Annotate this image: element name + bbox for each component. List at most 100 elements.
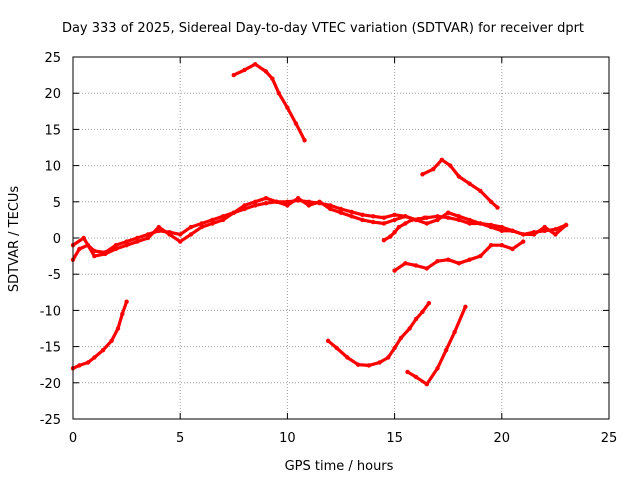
data-point bbox=[553, 232, 558, 237]
data-point bbox=[178, 239, 183, 244]
data-series bbox=[70, 61, 569, 387]
data-point bbox=[403, 214, 408, 219]
data-point bbox=[345, 355, 350, 360]
y-tick-label: -25 bbox=[40, 413, 61, 428]
x-axis-label: GPS time / hours bbox=[285, 459, 394, 474]
data-point bbox=[120, 311, 125, 317]
data-point bbox=[435, 217, 440, 223]
data-point bbox=[413, 374, 419, 380]
data-point bbox=[188, 224, 194, 230]
data-point bbox=[553, 227, 558, 232]
data-point bbox=[253, 203, 258, 208]
data-point bbox=[407, 326, 412, 331]
data-point bbox=[426, 301, 432, 306]
data-point bbox=[295, 196, 301, 201]
data-point bbox=[85, 360, 91, 365]
data-point bbox=[231, 72, 236, 78]
data-point bbox=[274, 199, 279, 204]
y-axis-label: SDTVAR / TECUs bbox=[7, 186, 22, 293]
data-point bbox=[424, 221, 429, 226]
data-point bbox=[488, 199, 494, 204]
data-point bbox=[381, 215, 387, 220]
data-point bbox=[285, 203, 290, 208]
data-point bbox=[77, 363, 82, 368]
data-point bbox=[403, 221, 408, 226]
data-point bbox=[392, 212, 397, 217]
y-tick-label: 10 bbox=[44, 160, 61, 175]
data-point bbox=[231, 210, 236, 215]
data-point bbox=[463, 304, 468, 309]
data-point bbox=[478, 188, 483, 194]
data-point bbox=[302, 138, 307, 143]
data-point bbox=[371, 214, 376, 219]
series-line-arc-2 bbox=[71, 198, 568, 262]
y-tick-label: -10 bbox=[40, 304, 61, 319]
y-tick-label: 15 bbox=[44, 123, 61, 138]
data-point bbox=[420, 309, 425, 314]
x-tick-labels: 0 5 10 15 20 25 bbox=[69, 431, 617, 446]
y-tick-label: 25 bbox=[44, 51, 61, 66]
data-point bbox=[488, 243, 494, 248]
data-point bbox=[360, 212, 365, 217]
data-point bbox=[92, 253, 97, 259]
y-tick-label: 0 bbox=[53, 232, 61, 247]
x-tick-label: 15 bbox=[386, 431, 403, 446]
y-tick-label: -20 bbox=[40, 377, 61, 392]
data-point bbox=[124, 239, 129, 244]
series-line-arc-1 bbox=[71, 300, 129, 370]
data-point bbox=[563, 222, 569, 228]
data-point bbox=[439, 157, 444, 162]
data-point bbox=[81, 235, 86, 241]
data-point bbox=[242, 67, 247, 73]
data-point bbox=[263, 69, 269, 74]
data-point bbox=[349, 209, 354, 215]
data-point bbox=[109, 338, 114, 343]
data-point bbox=[325, 338, 331, 343]
data-point bbox=[531, 232, 537, 237]
data-point bbox=[521, 232, 526, 237]
y-tick-labels: -25 -20 -15 -10 -5 0 5 10 15 20 25 bbox=[40, 51, 61, 428]
data-point bbox=[220, 217, 226, 223]
x-tick-label: 20 bbox=[494, 431, 511, 446]
y-tick-label: -5 bbox=[48, 268, 61, 283]
data-point bbox=[270, 76, 275, 81]
data-point bbox=[210, 221, 215, 226]
data-point bbox=[145, 235, 151, 241]
data-point bbox=[392, 230, 397, 235]
data-point bbox=[360, 217, 365, 223]
series-line-arc-5 bbox=[326, 301, 431, 367]
data-point bbox=[338, 206, 344, 212]
data-point bbox=[293, 121, 299, 126]
series-line-arc-6 bbox=[393, 240, 525, 273]
data-point bbox=[409, 217, 414, 223]
data-point bbox=[276, 91, 281, 96]
data-point bbox=[338, 210, 344, 215]
x-tick-label: 5 bbox=[176, 431, 184, 446]
axis-ticks bbox=[72, 56, 610, 420]
data-point bbox=[199, 224, 204, 230]
data-point bbox=[356, 362, 361, 367]
data-point bbox=[499, 243, 504, 248]
x-tick-label: 25 bbox=[601, 431, 618, 446]
data-point bbox=[446, 257, 451, 262]
data-point bbox=[113, 246, 119, 252]
data-point bbox=[103, 251, 108, 257]
data-point bbox=[135, 235, 140, 241]
data-point bbox=[424, 382, 429, 387]
data-point bbox=[478, 253, 483, 259]
data-point bbox=[435, 259, 440, 264]
y-tick-label: -15 bbox=[40, 341, 61, 356]
data-point bbox=[92, 355, 97, 360]
data-point bbox=[456, 214, 462, 219]
data-point bbox=[499, 224, 504, 230]
data-point bbox=[396, 224, 402, 230]
data-point bbox=[435, 366, 440, 371]
data-point bbox=[253, 199, 258, 204]
data-point bbox=[431, 167, 436, 172]
data-point bbox=[263, 201, 269, 206]
data-point bbox=[448, 163, 453, 168]
data-point bbox=[416, 217, 421, 222]
data-point bbox=[334, 345, 339, 351]
data-point bbox=[124, 243, 129, 248]
data-point bbox=[413, 316, 419, 322]
